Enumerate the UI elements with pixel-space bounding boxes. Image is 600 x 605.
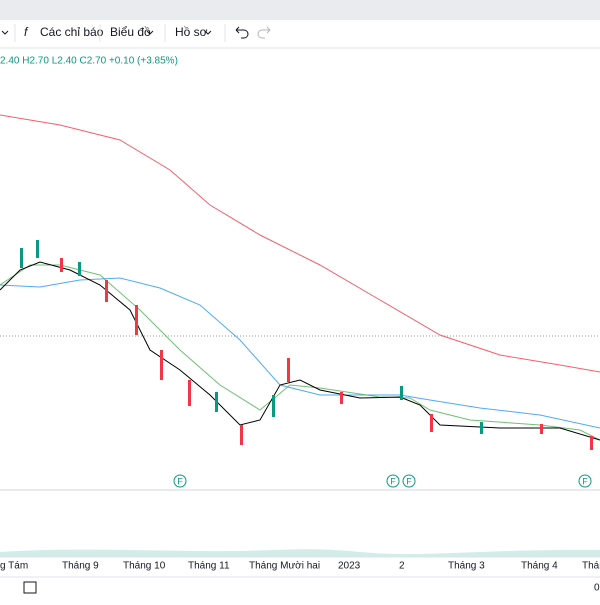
candle — [135, 305, 138, 335]
dropdown-icon[interactable] — [1, 30, 9, 35]
x-axis-label: Tháng Mười hai — [249, 561, 320, 572]
x-axis-label: Tháng — [582, 561, 600, 572]
x-axis-label: g Tám — [0, 561, 28, 572]
candle — [272, 395, 275, 417]
dropdown-icon[interactable] — [146, 30, 154, 35]
ma-green — [0, 264, 600, 441]
candle — [60, 258, 63, 272]
undo-button[interactable] — [235, 26, 249, 39]
x-axis-label: 2023 — [338, 561, 361, 572]
candle — [160, 350, 163, 380]
redo-button[interactable] — [257, 26, 271, 39]
event-marker[interactable] — [386, 474, 400, 488]
candle — [36, 240, 39, 258]
volume-area — [0, 549, 600, 557]
ma-blue — [0, 277, 600, 429]
event-marker-label[interactable]: F — [582, 476, 588, 486]
indicators-button[interactable]: Các chỉ báo — [40, 25, 104, 39]
candle — [215, 392, 218, 412]
candle — [240, 425, 243, 445]
footer-right: 0 — [594, 583, 600, 594]
ohlc-legend: 2.40 H2.70 L2.40 C2.70 +0.10 (+3.85%) — [0, 56, 178, 67]
dropdown-icon[interactable] — [204, 30, 212, 35]
candle — [400, 386, 403, 400]
candle — [287, 358, 290, 382]
calendar-icon[interactable] — [23, 581, 37, 594]
chart-button[interactable]: Biểu đồ — [110, 25, 151, 39]
x-axis-label: Tháng 10 — [123, 561, 166, 572]
x-axis-label: 2 — [399, 561, 405, 572]
candle — [540, 424, 543, 434]
candles — [20, 240, 593, 450]
top-strip — [0, 0, 600, 20]
candle — [105, 280, 108, 302]
x-axis-label: Tháng 4 — [521, 561, 558, 572]
x-axis-label: Tháng 9 — [62, 561, 99, 572]
event-marker-label[interactable]: F — [390, 476, 396, 486]
candle — [188, 380, 191, 406]
candle — [480, 422, 483, 434]
profile-button[interactable]: Hồ sơ — [175, 25, 208, 39]
event-marker[interactable] — [578, 474, 592, 488]
event-marker-label[interactable]: F — [406, 476, 412, 486]
fx-icon[interactable]: f — [24, 25, 29, 39]
x-axis-label: Tháng 11 — [188, 561, 230, 572]
event-marker[interactable] — [402, 474, 416, 488]
event-marker[interactable] — [173, 474, 187, 488]
x-axis-label: Tháng 3 — [448, 561, 485, 572]
ma-black — [0, 261, 600, 441]
candle — [340, 392, 343, 404]
candle — [78, 262, 81, 276]
event-marker-label[interactable]: F — [177, 476, 183, 486]
candle — [590, 436, 593, 450]
candle — [20, 248, 23, 268]
ma-red — [0, 114, 600, 373]
candle — [430, 414, 433, 432]
